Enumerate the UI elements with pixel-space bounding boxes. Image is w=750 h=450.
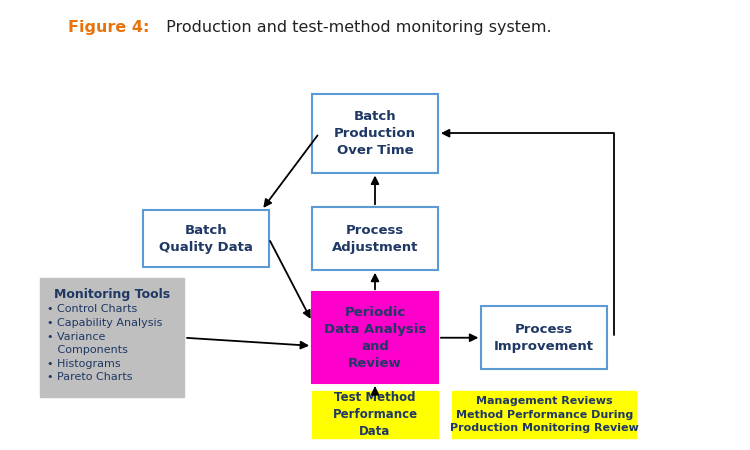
Text: Monitoring Tools: Monitoring Tools (54, 288, 170, 301)
Text: Test Method
Performance
Data: Test Method Performance Data (332, 391, 418, 438)
FancyBboxPatch shape (312, 292, 438, 383)
Text: Production and test-method monitoring system.: Production and test-method monitoring sy… (161, 20, 552, 35)
Text: Batch
Production
Over Time: Batch Production Over Time (334, 110, 416, 157)
FancyBboxPatch shape (482, 306, 608, 369)
Text: Periodic
Data Analysis
and
Review: Periodic Data Analysis and Review (324, 306, 426, 370)
Text: Batch
Quality Data: Batch Quality Data (159, 224, 253, 253)
FancyBboxPatch shape (142, 210, 268, 267)
FancyBboxPatch shape (312, 392, 438, 438)
Text: Process
Adjustment: Process Adjustment (332, 224, 419, 253)
Text: Process
Improvement: Process Improvement (494, 323, 594, 353)
FancyBboxPatch shape (312, 207, 438, 270)
Text: • Control Charts
• Capability Analysis
• Variance
   Components
• Histograms
• P: • Control Charts • Capability Analysis •… (47, 304, 163, 382)
FancyBboxPatch shape (40, 278, 184, 397)
Text: Figure 4:: Figure 4: (68, 20, 148, 35)
Text: Management Reviews
Method Performance During
Production Monitoring Review: Management Reviews Method Performance Du… (450, 396, 638, 433)
FancyBboxPatch shape (452, 392, 636, 438)
FancyBboxPatch shape (312, 94, 438, 173)
